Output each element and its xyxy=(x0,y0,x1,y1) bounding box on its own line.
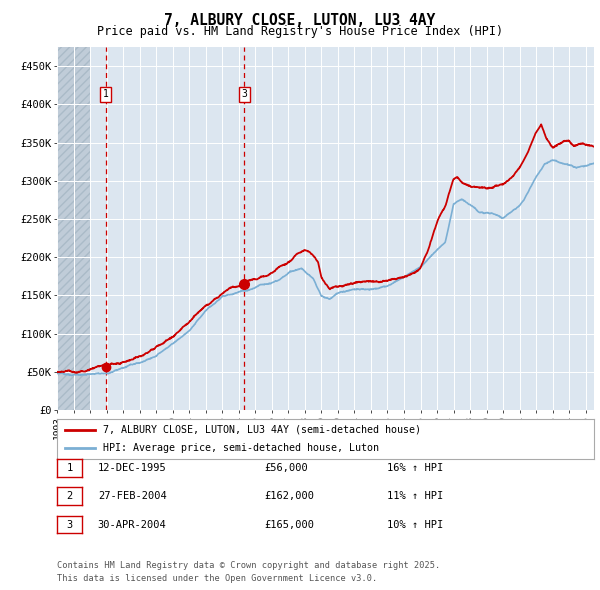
Text: Contains HM Land Registry data © Crown copyright and database right 2025.
This d: Contains HM Land Registry data © Crown c… xyxy=(57,562,440,583)
Text: 1: 1 xyxy=(103,89,109,99)
Text: Price paid vs. HM Land Registry's House Price Index (HPI): Price paid vs. HM Land Registry's House … xyxy=(97,25,503,38)
Text: 2: 2 xyxy=(67,491,73,501)
Text: 3: 3 xyxy=(241,89,247,99)
Text: £162,000: £162,000 xyxy=(264,491,314,501)
Text: 3: 3 xyxy=(67,520,73,529)
Text: 11% ↑ HPI: 11% ↑ HPI xyxy=(387,491,443,501)
Text: 7, ALBURY CLOSE, LUTON, LU3 4AY (semi-detached house): 7, ALBURY CLOSE, LUTON, LU3 4AY (semi-de… xyxy=(103,425,421,435)
Text: 1: 1 xyxy=(67,463,73,473)
Bar xyxy=(57,47,90,410)
Text: £56,000: £56,000 xyxy=(264,463,308,473)
Text: HPI: Average price, semi-detached house, Luton: HPI: Average price, semi-detached house,… xyxy=(103,443,379,453)
Text: 7, ALBURY CLOSE, LUTON, LU3 4AY: 7, ALBURY CLOSE, LUTON, LU3 4AY xyxy=(164,13,436,28)
Text: 10% ↑ HPI: 10% ↑ HPI xyxy=(387,520,443,529)
Text: 12-DEC-1995: 12-DEC-1995 xyxy=(98,463,167,473)
Text: £165,000: £165,000 xyxy=(264,520,314,529)
Text: 27-FEB-2004: 27-FEB-2004 xyxy=(98,491,167,501)
Text: 16% ↑ HPI: 16% ↑ HPI xyxy=(387,463,443,473)
Text: 30-APR-2004: 30-APR-2004 xyxy=(98,520,167,529)
